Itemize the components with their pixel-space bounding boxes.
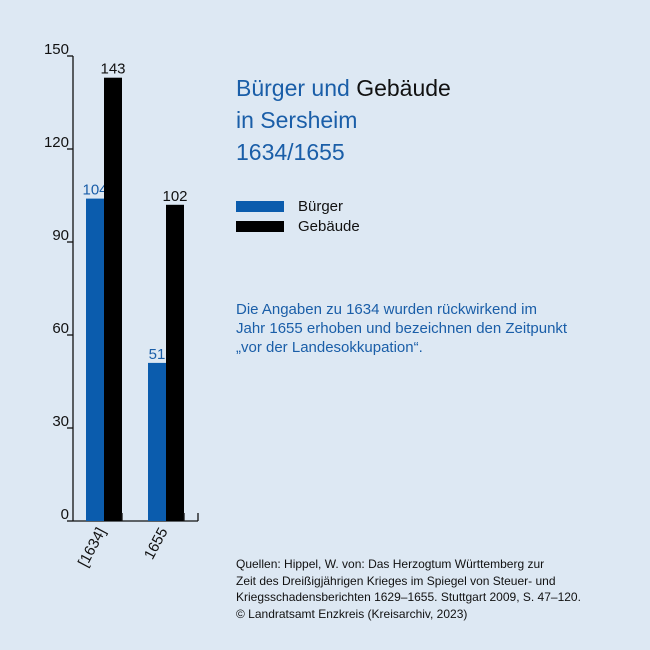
- legend: Bürger Gebäude: [236, 196, 360, 236]
- bar-value-label: 51: [149, 346, 166, 363]
- bar-value-label: 143: [100, 61, 125, 78]
- y-tick-label: 60: [52, 320, 69, 337]
- x-category-label: 1655: [141, 525, 172, 562]
- source-line: Zeit des Dreißigjährigen Krieges im Spie…: [236, 573, 556, 588]
- x-category-label: [1634]: [75, 525, 110, 570]
- title-line-3: 1634/1655: [236, 139, 345, 165]
- y-tick-label: 150: [44, 41, 69, 58]
- title-part-gebaeude: Gebäude: [356, 75, 451, 101]
- title-line-2: in Sersheim: [236, 107, 358, 133]
- note-text: Die Angaben zu 1634 wurden rückwirkend i…: [236, 300, 636, 357]
- bar: [166, 204, 184, 522]
- legend-item-buerger: Bürger: [236, 196, 360, 216]
- legend-label-buerger: Bürger: [298, 197, 344, 215]
- legend-swatch-buerger: [236, 200, 284, 212]
- y-tick-label: 120: [44, 134, 69, 151]
- legend-label-gebaeude: Gebäude: [298, 217, 360, 235]
- bar: [104, 77, 122, 521]
- note-line: Die Angaben zu 1634 wurden rückwirkend i…: [236, 301, 538, 318]
- copyright-line: © Landratsamt Enzkreis (Kreisarchiv, 202…: [236, 606, 468, 621]
- y-tick-label: 90: [52, 227, 69, 244]
- y-tick-label: 30: [52, 413, 69, 430]
- source-line: Kriegsschadensberichten 1629–1655. Stutt…: [236, 590, 581, 604]
- chart-title: Bürger und Gebäude in Sersheim 1634/1655: [236, 72, 451, 168]
- source-line: Quellen: Hippel, W. von: Das Herzogtum W…: [236, 557, 545, 571]
- sources-text: Quellen: Hippel, W. von: Das Herzogtum W…: [236, 556, 581, 622]
- y-tick-label: 0: [61, 506, 69, 523]
- legend-swatch-gebaeude: [236, 220, 284, 232]
- legend-item-gebaeude: Gebäude: [236, 216, 360, 236]
- bar-value-label: 104: [82, 182, 107, 199]
- bar: [148, 362, 166, 521]
- note-line: „vor der Landesokkupation“.: [236, 339, 423, 356]
- title-part-buerger: Bürger und: [236, 75, 357, 101]
- note-line: Jahr 1655 erhoben und bezeichnen den Zei…: [236, 320, 568, 337]
- bar: [86, 198, 104, 521]
- bar-value-label: 102: [162, 188, 187, 205]
